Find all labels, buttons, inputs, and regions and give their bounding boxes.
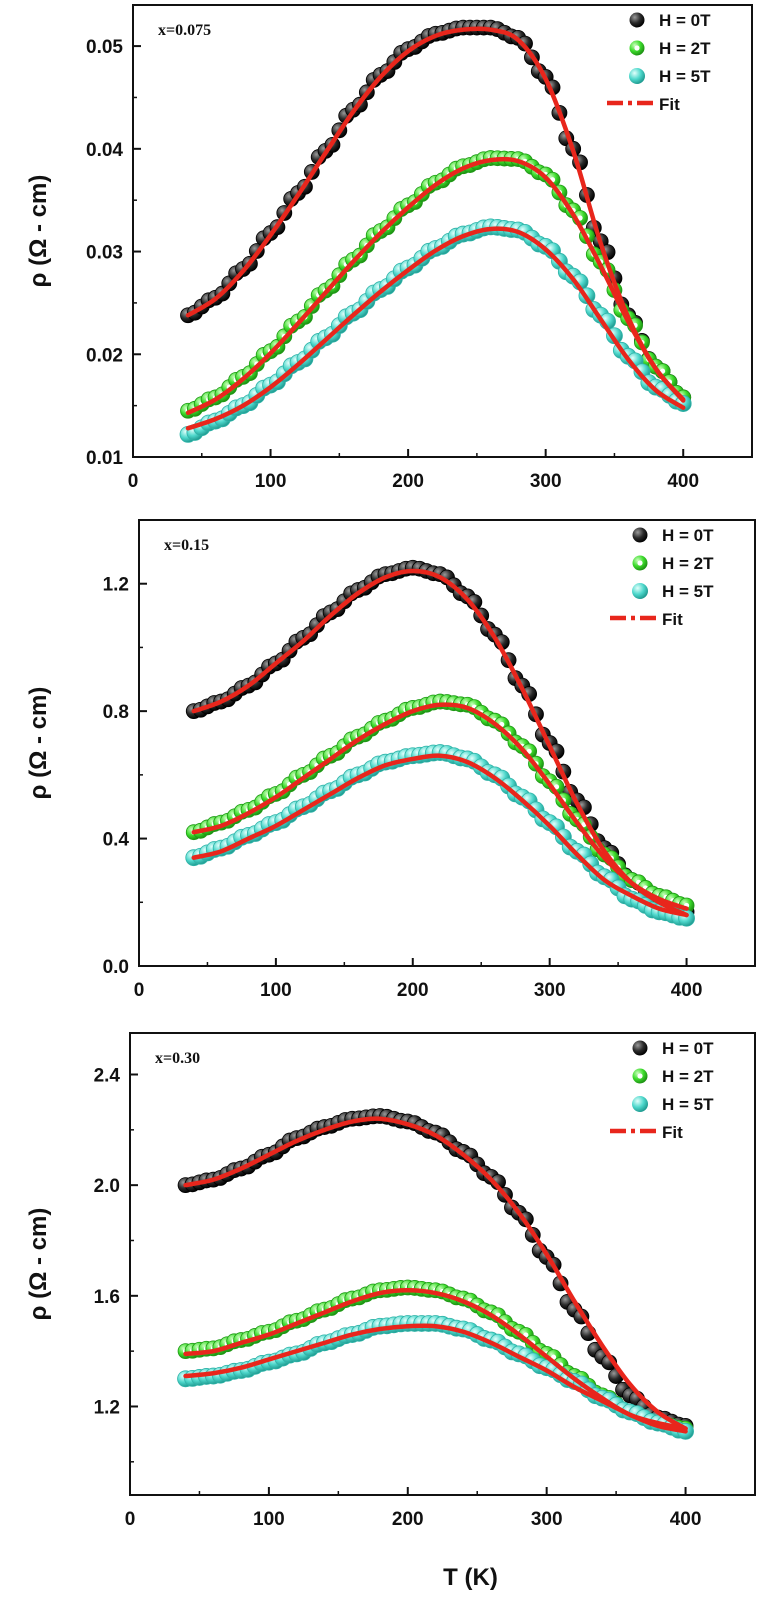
x-axis-title: T (K) (443, 1564, 498, 1591)
fit-line (191, 753, 689, 918)
y-tick-label: 0.01 (86, 448, 123, 469)
y-tick-label: 0.02 (86, 345, 123, 366)
x-tick-label: 200 (392, 1509, 424, 1530)
plot-frame (132, 4, 753, 458)
legend-label: Fit (662, 610, 683, 629)
series-h0t (177, 1108, 694, 1434)
legend-label: H = 0T (662, 526, 714, 545)
fit-line (185, 226, 686, 431)
y-axis-title: ρ (Ω - cm) (25, 175, 52, 288)
x-tick-label: 0 (128, 471, 139, 492)
x-tick-label: 400 (670, 1509, 702, 1530)
chart-panel-3: 0 100 200 300 400 1.2 1.6 2.0 2.4 ρ (Ω - cm) T (K)… (25, 1032, 756, 1591)
legend-label: Fit (662, 1123, 683, 1142)
x-tick-label: 300 (531, 1509, 563, 1530)
legend-marker (632, 1040, 648, 1056)
y-axis-title: ρ (Ω - cm) (25, 687, 52, 800)
x-tick-label: 400 (667, 471, 699, 492)
legend-label: H = 5T (662, 1095, 714, 1114)
y-tick-label: 1.2 (94, 1397, 120, 1418)
y-tick-label: 0.8 (103, 702, 129, 723)
y-axis-title: ρ (Ω - cm) (25, 1208, 52, 1321)
y-tick-label: 1.6 (94, 1287, 120, 1308)
plot-frame (138, 519, 756, 967)
legend-label: H = 2T (662, 1067, 714, 1086)
fit-line (183, 1323, 688, 1434)
legend-marker (632, 1096, 648, 1112)
legend-label: H = 5T (659, 67, 711, 86)
x-tick-label: 100 (253, 1509, 285, 1530)
panel-label: x=0.075 (158, 22, 211, 39)
x-tick-label: 0 (134, 980, 145, 1001)
chart-panel-2: 0 100 200 300 400 0.0 0.4 0.8 1.2 ρ (Ω - cm) x=0.1… (25, 519, 756, 1001)
legend: H = 0T H = 2T H = 5T Fit (607, 11, 711, 114)
y-tick-label: 0.4 (103, 830, 130, 851)
panel-label: x=0.15 (164, 537, 209, 554)
legend-label: H = 2T (662, 554, 714, 573)
series-h5t (185, 744, 695, 927)
y-tick-label: 1.2 (103, 575, 129, 596)
fit-line (185, 26, 686, 402)
legend-marker (629, 68, 645, 84)
legend-marker (632, 583, 648, 599)
legend: H = 0T H = 2T H = 5T Fit (610, 526, 714, 629)
legend-label: H = 2T (659, 39, 711, 58)
plot-frame (129, 1032, 756, 1496)
legend-label: Fit (659, 95, 680, 114)
fit-line (191, 702, 689, 911)
y-tick-label: 0.0 (103, 957, 129, 978)
chart-panel-1: 0 100 200 300 400 0.01 0.02 0.03 0.04 0.05 ρ (Ω - … (25, 4, 753, 492)
x-tick-label: 100 (255, 471, 287, 492)
legend: H = 0T H = 2T H = 5T Fit (610, 1039, 714, 1142)
legend-marker (632, 527, 648, 543)
x-tick-label: 200 (392, 471, 424, 492)
fit-line (191, 568, 689, 918)
y-tick-label: 2.0 (94, 1176, 120, 1197)
x-tick-label: 400 (671, 980, 703, 1001)
y-tick-label: 0.03 (86, 243, 123, 264)
legend-label: H = 0T (662, 1039, 714, 1058)
legend-marker-center (637, 1073, 643, 1079)
x-tick-label: 100 (260, 980, 292, 1001)
legend-marker-center (634, 45, 640, 51)
panel-label: x=0.30 (155, 1050, 200, 1067)
data-point-center (577, 215, 583, 221)
legend-marker-center (637, 560, 643, 566)
fit-line (183, 1116, 688, 1431)
x-tick-label: 300 (530, 471, 562, 492)
legend-label: H = 0T (659, 11, 711, 30)
fit-line (183, 1288, 688, 1431)
legend-marker (629, 12, 645, 28)
x-tick-label: 0 (125, 1509, 136, 1530)
x-tick-label: 300 (534, 980, 566, 1001)
y-tick-label: 0.05 (86, 37, 123, 58)
x-tick-label: 200 (397, 980, 429, 1001)
fit-line (185, 156, 686, 416)
y-tick-label: 2.4 (94, 1065, 121, 1086)
legend-label: H = 5T (662, 582, 714, 601)
y-tick-label: 0.04 (86, 140, 123, 161)
data-point-center (553, 784, 560, 790)
